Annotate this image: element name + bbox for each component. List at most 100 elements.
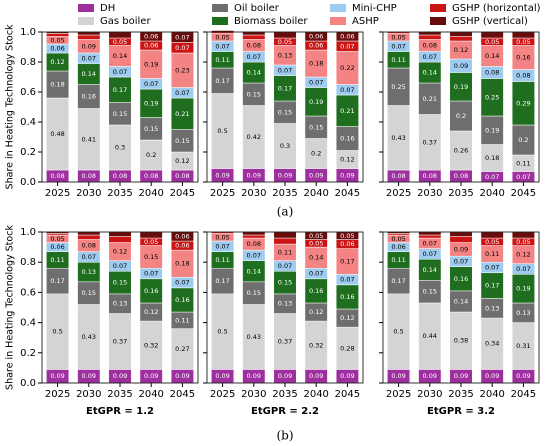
x-tick-label: 2045 (335, 389, 360, 400)
data-label: 0.18 (50, 81, 64, 89)
data-label: 0.09 (391, 372, 405, 380)
y-axis-label: Share in Heating Technology Stock (5, 225, 16, 390)
data-label: 0.07 (485, 173, 499, 181)
data-label: 0.11 (215, 256, 229, 264)
data-label: 0.2 (518, 136, 528, 144)
data-label: 0.13 (278, 51, 292, 59)
data-label: 0.07 (454, 257, 468, 265)
data-label: 0.21 (423, 95, 437, 103)
data-label: 0.07 (423, 250, 437, 258)
data-label: 0.09 (247, 372, 261, 380)
data-label: 0.09 (454, 62, 468, 70)
data-label: 0.09 (247, 171, 261, 179)
legend-label: Gas boiler (100, 16, 151, 27)
data-label: 0.07 (175, 33, 189, 41)
data-label: 0.05 (215, 33, 229, 41)
data-label: 0.11 (391, 56, 405, 64)
data-label: 0.16 (340, 293, 354, 301)
data-label: 0.07 (278, 66, 292, 74)
data-label: 0.05 (485, 238, 499, 246)
x-axis-label: EtGPR = 2.2 (251, 406, 319, 417)
data-label: 0.5 (52, 328, 62, 336)
data-label: 0.3 (280, 142, 290, 150)
data-label: 0.07 (309, 270, 323, 278)
data-label: 0.07 (423, 53, 437, 61)
data-label: 0.07 (391, 42, 405, 50)
data-label: 0.12 (340, 314, 354, 322)
data-label: 0.32 (144, 341, 158, 349)
data-label: 0.17 (485, 282, 499, 290)
x-tick-label: 2030 (241, 389, 266, 400)
data-label: 0.43 (391, 134, 405, 142)
x-tick-label: 2035 (448, 188, 473, 199)
data-label: 0.09 (485, 372, 499, 380)
data-label: 0.16 (454, 275, 468, 283)
y-tick-label: 0.6 (20, 287, 36, 298)
data-label: 0.27 (175, 345, 189, 353)
data-label: 0.11 (175, 316, 189, 324)
data-label: 0.5 (217, 328, 227, 336)
legend-swatch (78, 4, 94, 12)
data-label: 0.08 (423, 42, 437, 50)
bar-segment (273, 31, 297, 39)
data-label: 0.13 (278, 300, 292, 308)
data-label: 0.31 (516, 342, 530, 350)
x-tick-label: 2030 (417, 188, 442, 199)
data-label: 0.21 (340, 107, 354, 115)
y-tick-label: 0.4 (20, 318, 36, 329)
data-label: 0.08 (423, 172, 437, 180)
data-label: 0.07 (82, 253, 96, 261)
legend-swatch (212, 17, 228, 25)
y-tick-label: 0.8 (20, 257, 36, 268)
x-tick-label: 2030 (417, 389, 442, 400)
data-label: 0.22 (340, 64, 354, 72)
data-label: 0.07 (175, 89, 189, 97)
data-label: 0.17 (391, 277, 405, 285)
legend-swatch (212, 4, 228, 12)
legend-label: Biomass boiler (234, 16, 308, 27)
bar-segment (418, 34, 442, 40)
data-label: 0.15 (278, 279, 292, 287)
data-label: 0.08 (454, 172, 468, 180)
panel-caption: (a) (277, 205, 294, 219)
data-label: 0.09 (82, 42, 96, 50)
plot-frame (41, 31, 199, 183)
bar-segment (139, 231, 163, 239)
y-tick-label: 0.6 (20, 87, 36, 98)
data-label: 0.2 (146, 151, 156, 159)
panel-caption: (b) (276, 429, 293, 443)
bar-segment (242, 31, 266, 36)
y-tick-label: 0.0 (20, 378, 36, 389)
data-label: 0.17 (50, 277, 64, 285)
data-label: 0.08 (247, 42, 261, 50)
data-label: 0.16 (309, 287, 323, 295)
data-label: 0.09 (175, 372, 189, 380)
x-tick-label: 2040 (138, 389, 163, 400)
data-label: 0.05 (215, 233, 229, 241)
data-label: 0.43 (82, 333, 96, 341)
x-tick-label: 2045 (511, 188, 536, 199)
data-label: 0.2 (311, 150, 321, 158)
data-label: 0.18 (175, 260, 189, 268)
data-label: 0.07 (215, 242, 229, 250)
data-label: 0.15 (113, 110, 127, 118)
data-label: 0.13 (82, 268, 96, 276)
plot-frame (41, 231, 199, 384)
data-label: 0.09 (113, 372, 127, 380)
data-label: 0.08 (82, 172, 96, 180)
data-label: 0.14 (247, 267, 261, 275)
bar-segment (77, 231, 101, 236)
data-label: 0.08 (391, 172, 405, 180)
data-label: 0.5 (217, 127, 227, 135)
data-label: 0.42 (247, 133, 261, 141)
x-tick-label: 2030 (76, 389, 101, 400)
bar-segment (46, 33, 70, 37)
bar-segment (480, 31, 504, 39)
legend-label: Oil boiler (234, 3, 280, 14)
x-tick-label: 2030 (76, 188, 101, 199)
data-label: 0.06 (309, 33, 323, 41)
data-label: 0.18 (309, 60, 323, 68)
data-label: 0.16 (340, 135, 354, 143)
data-label: 0.26 (454, 147, 468, 155)
bar-segment (108, 236, 132, 243)
